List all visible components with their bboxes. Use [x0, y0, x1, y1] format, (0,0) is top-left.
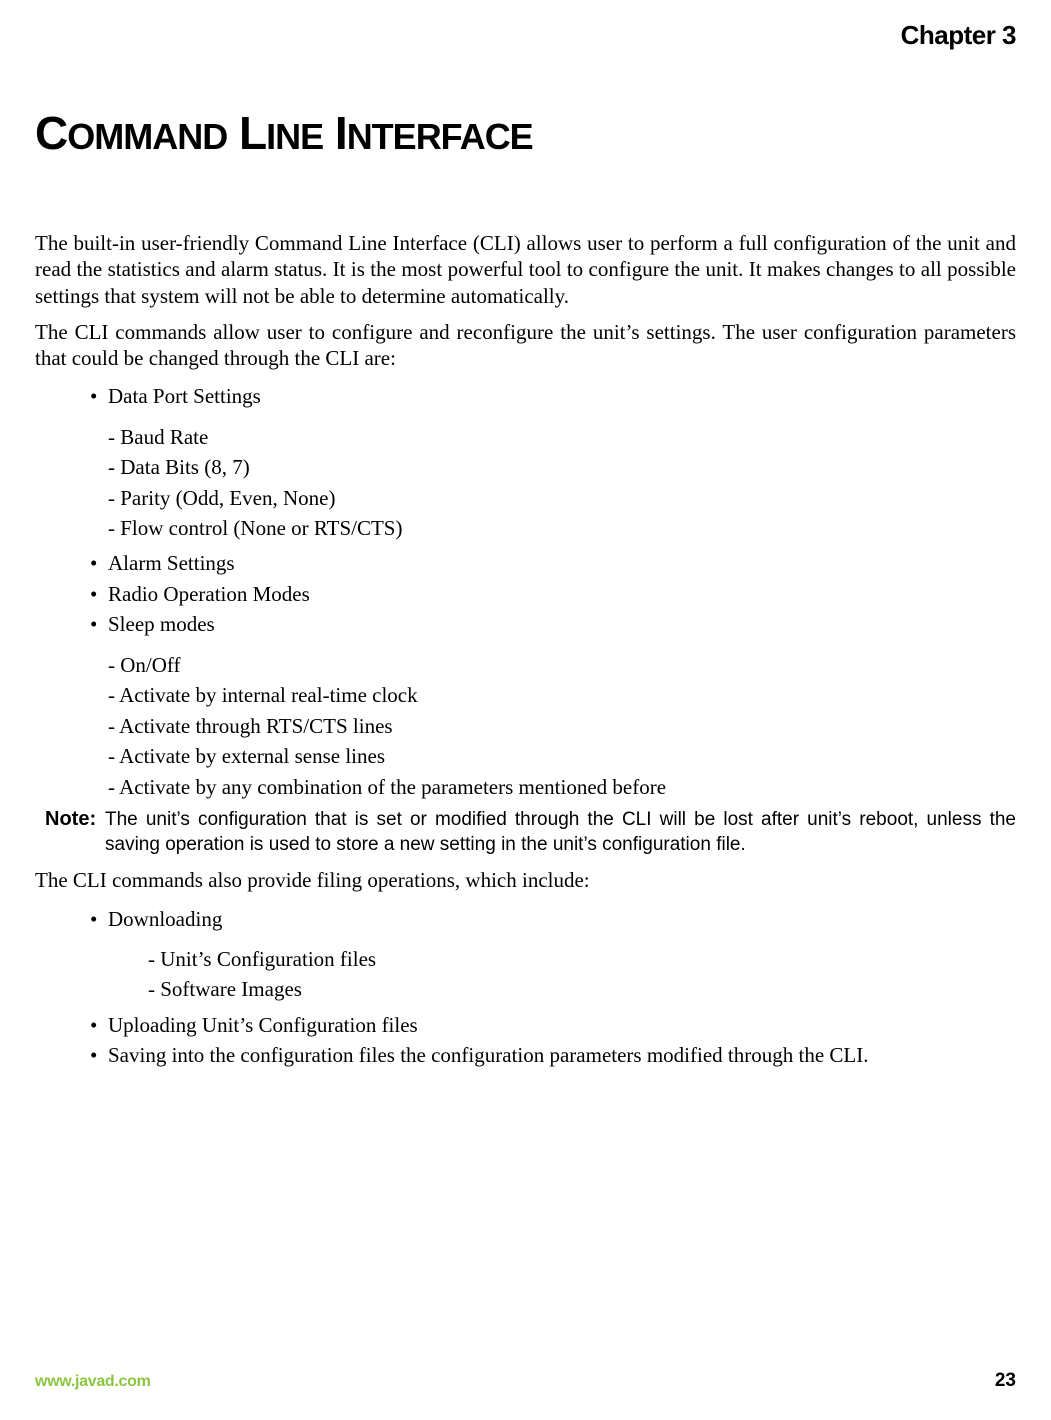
- intro-paragraph-2: The CLI commands allow user to configure…: [35, 319, 1016, 372]
- page-footer: www.javad.com 23: [35, 1370, 1016, 1392]
- note-label: Note:: [35, 808, 105, 857]
- note-text: The unit’s configuration that is set or …: [105, 808, 1016, 857]
- list-item: Alarm Settings: [90, 548, 1016, 578]
- intro-paragraph-1: The built-in user-friendly Command Line …: [35, 230, 1016, 309]
- sub-item: - Data Bits (8, 7): [108, 452, 1016, 482]
- sub-item: - Baud Rate: [108, 422, 1016, 452]
- footer-url: www.javad.com: [35, 1373, 151, 1391]
- list-item: Data Port Settings: [90, 381, 1016, 411]
- page-title: COMMAND LINE INTERFACE: [35, 106, 1016, 160]
- list-item: Uploading Unit’s Configuration files: [90, 1010, 1016, 1040]
- list-item: Sleep modes: [90, 609, 1016, 639]
- filing-ops-list: Downloading: [90, 904, 1016, 934]
- sub-item: - Software Images: [148, 974, 1016, 1004]
- sub-item: - On/Off: [108, 650, 1016, 680]
- sub-item: - Flow control (None or RTS/CTS): [108, 513, 1016, 543]
- list-item: Saving into the configuration files the …: [90, 1040, 1016, 1070]
- sub-item: - Parity (Odd, Even, None): [108, 483, 1016, 513]
- filing-paragraph: The CLI commands also provide filing ope…: [35, 867, 1016, 893]
- sub-item: - Activate by external sense lines: [108, 741, 1016, 771]
- sub-item: - Activate by any combination of the par…: [108, 772, 1016, 802]
- footer-page-number: 23: [995, 1370, 1016, 1392]
- note-block: Note: The unit’s configuration that is s…: [35, 808, 1016, 857]
- filing-ops-list: Uploading Unit’s Configuration files Sav…: [90, 1010, 1016, 1071]
- chapter-label: Chapter 3: [35, 20, 1016, 51]
- config-params-list: Alarm Settings Radio Operation Modes Sle…: [90, 548, 1016, 639]
- config-params-list: Data Port Settings: [90, 381, 1016, 411]
- list-item: Downloading: [90, 904, 1016, 934]
- sub-item: - Activate by internal real-time clock: [108, 680, 1016, 710]
- sub-item: - Activate through RTS/CTS lines: [108, 711, 1016, 741]
- sub-item: - Unit’s Configuration files: [148, 944, 1016, 974]
- list-item: Radio Operation Modes: [90, 579, 1016, 609]
